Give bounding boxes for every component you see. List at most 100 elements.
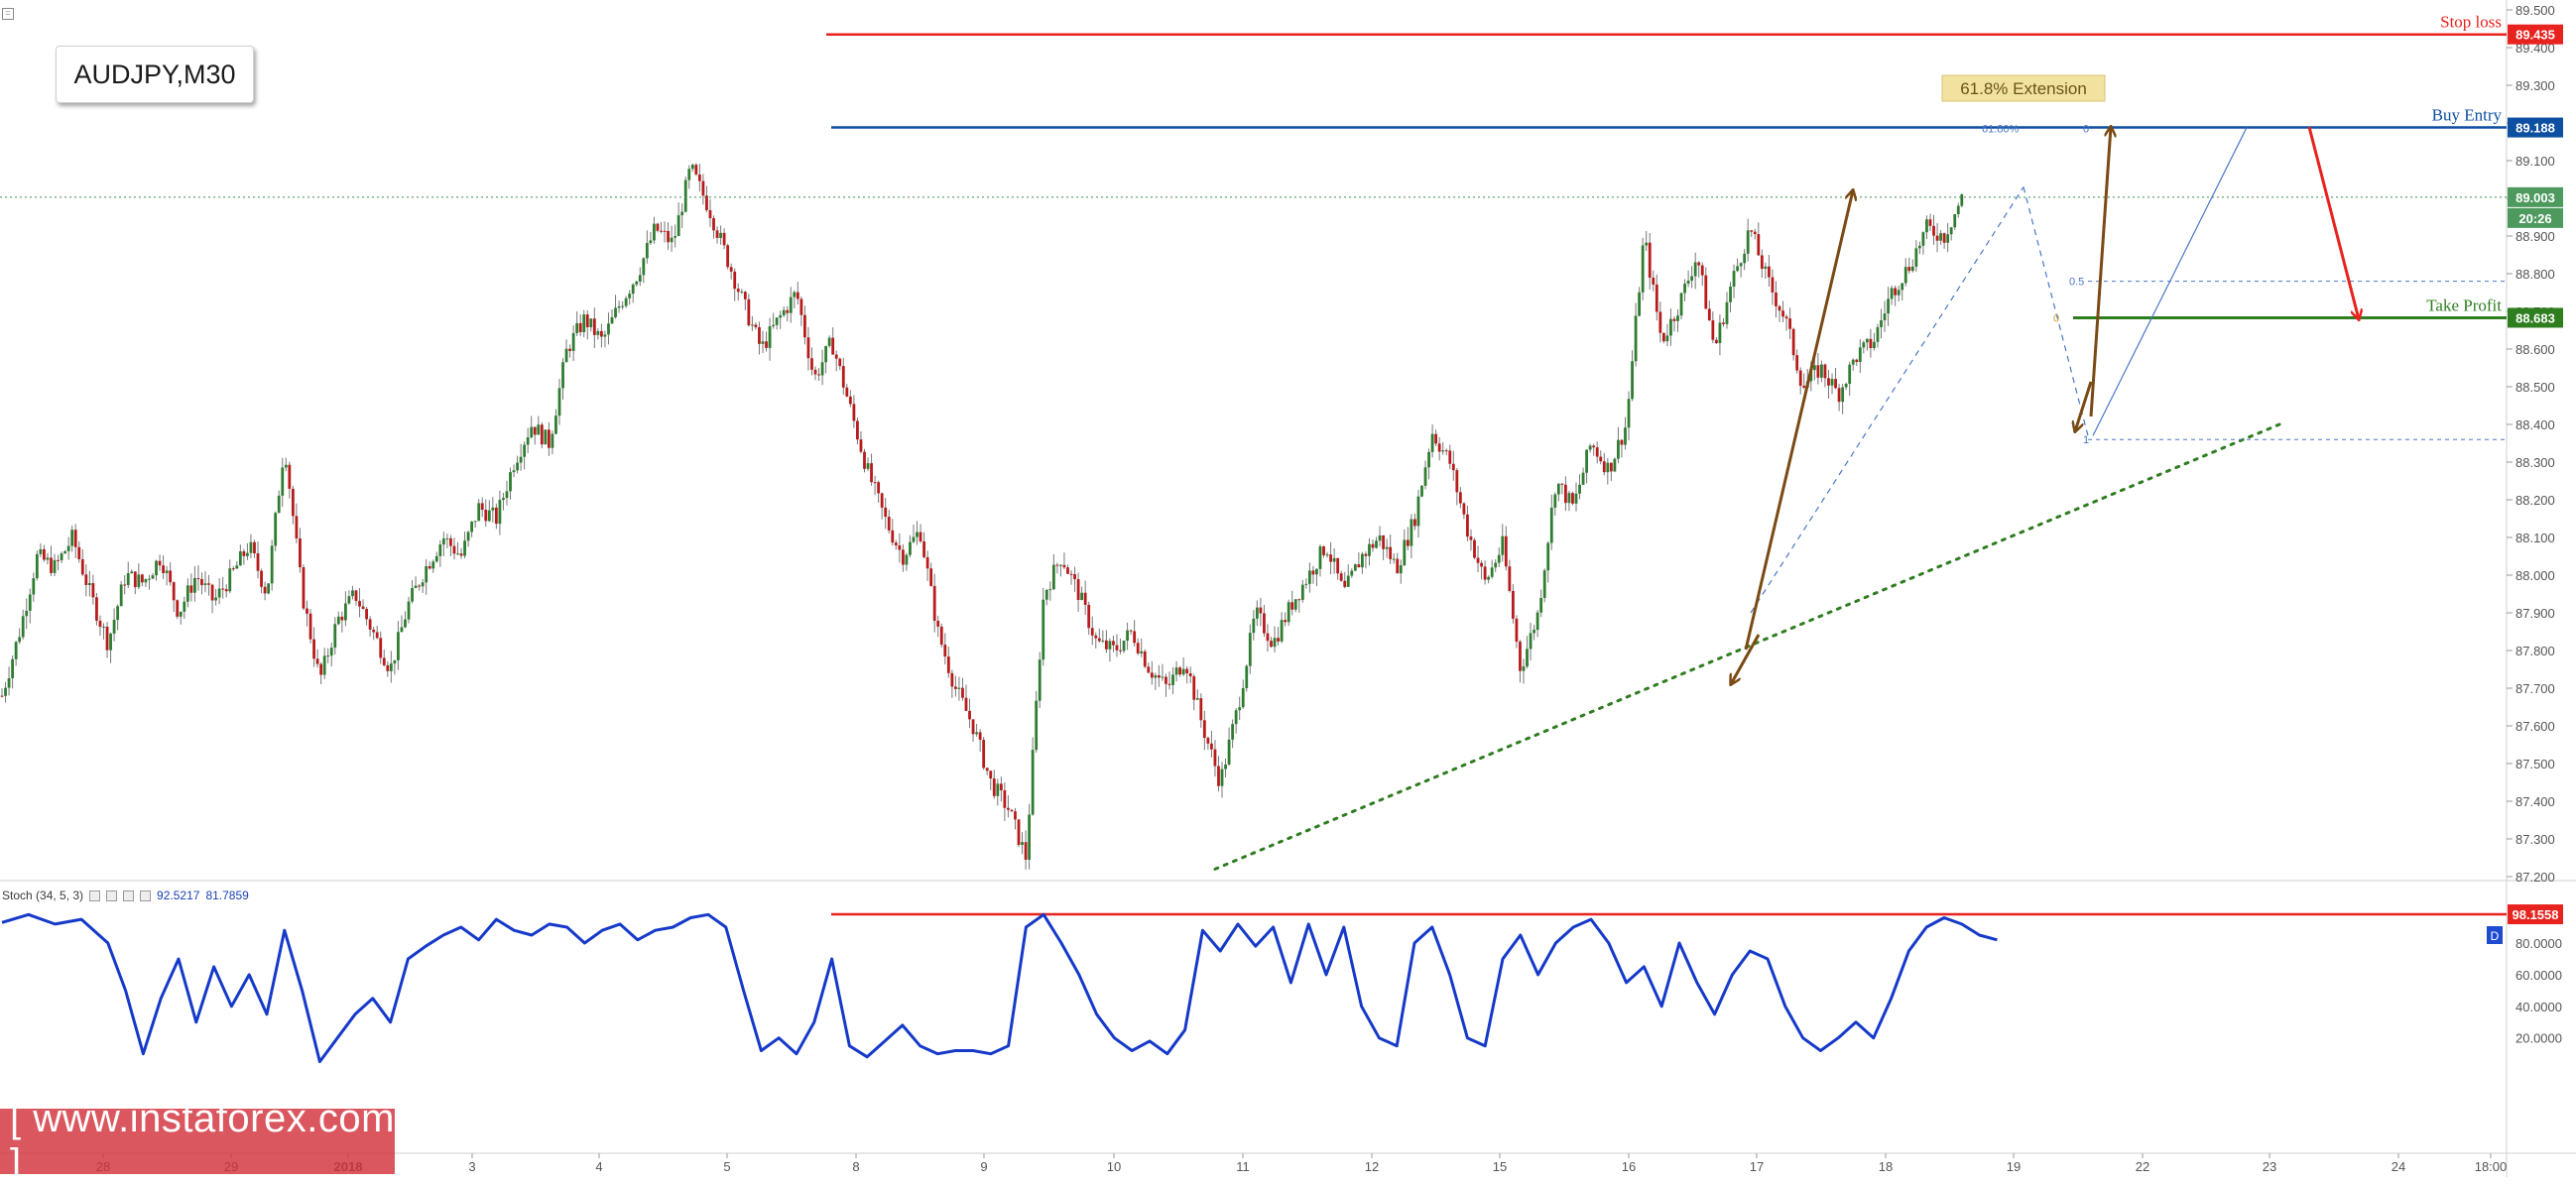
- impulse-arrow-down[interactable]: [1731, 634, 1761, 684]
- candle-body: [1416, 496, 1420, 527]
- candle-body: [950, 672, 954, 687]
- candle-body: [1129, 630, 1133, 632]
- time-tick-label: 23: [2263, 1159, 2276, 1174]
- candle-body: [1890, 288, 1894, 299]
- impulse-arrow-up[interactable]: [1744, 190, 1853, 651]
- target-arrow-down[interactable]: [2307, 126, 2359, 319]
- candle-body: [1609, 462, 1613, 472]
- candle-body: [484, 509, 488, 522]
- candle-body: [295, 516, 299, 538]
- candle-body: [1448, 450, 1452, 464]
- candle-body: [1353, 564, 1357, 571]
- candle-body: [1704, 275, 1708, 309]
- candle-body: [1154, 674, 1158, 678]
- candle-body: [1375, 540, 1378, 548]
- add-icon[interactable]: [123, 890, 135, 901]
- candle-body: [975, 732, 978, 735]
- candle-body: [1224, 764, 1227, 770]
- candle-body: [1167, 683, 1171, 685]
- candle-body: [1234, 710, 1238, 725]
- stoch-level-tag-label: 98.1558: [2513, 907, 2559, 922]
- take-profit-tag-label: 88.683: [2515, 310, 2555, 325]
- candle-body: [343, 603, 347, 621]
- candle-body: [389, 663, 393, 671]
- candle-body: [1910, 266, 1914, 272]
- candle-body: [340, 616, 344, 621]
- candle-body: [291, 488, 295, 517]
- time-tick-label: 15: [1493, 1159, 1507, 1174]
- candle-body: [1563, 484, 1567, 504]
- extension-arrow-up[interactable]: [2089, 127, 2111, 417]
- candle-body: [284, 464, 288, 468]
- candle-body: [1956, 205, 1960, 215]
- fib-label: 0: [2083, 124, 2089, 136]
- candle-body: [63, 550, 67, 554]
- candle-body: [733, 271, 737, 290]
- stoch-d-badge-label: D: [2491, 929, 2500, 943]
- candle-body: [1290, 602, 1294, 610]
- candle-body: [270, 545, 274, 584]
- candle-body: [1451, 463, 1455, 471]
- candle-body: [1768, 266, 1771, 278]
- price-tick-label: 88.600: [2515, 342, 2555, 357]
- time-tick-label: 8: [852, 1159, 859, 1174]
- candle-body: [1364, 553, 1368, 556]
- drawings-layer[interactable]: Stop loss Buy Entry Take Profit 61.80% 0 0.5 0…: [0, 13, 2507, 871]
- pane-menu-icon[interactable]: =: [2, 8, 14, 20]
- candle-body: [1297, 599, 1301, 601]
- stochastic-d-value: 81.7859: [205, 889, 249, 902]
- candle-body: [1273, 638, 1277, 648]
- close-icon[interactable]: [140, 890, 152, 901]
- stoch-d-badge[interactable]: [2487, 926, 2503, 944]
- candle-body: [105, 626, 109, 651]
- candle-body: [1392, 558, 1396, 560]
- candle-body: [571, 332, 575, 351]
- candle-body: [207, 583, 210, 585]
- candle-body: [1147, 666, 1151, 673]
- candle-body: [1284, 620, 1288, 623]
- correction-arrow-down[interactable]: [2075, 381, 2093, 431]
- candle-body: [130, 571, 134, 574]
- candle-body: [1942, 233, 1946, 243]
- candle-body: [1897, 290, 1901, 296]
- candle-body: [1270, 641, 1273, 648]
- hide-icon[interactable]: [106, 890, 118, 901]
- candle-body: [1816, 365, 1820, 378]
- candle-body: [329, 648, 333, 656]
- candle-body: [140, 574, 144, 583]
- candle-body: [1627, 399, 1631, 428]
- candle-body: [1266, 633, 1270, 642]
- candle-body: [119, 584, 123, 607]
- candle-body: [554, 415, 557, 434]
- candle-body: [53, 559, 57, 573]
- candle-body: [1287, 602, 1290, 623]
- candle-body: [43, 548, 46, 560]
- buy-entry-tag: [2508, 117, 2563, 138]
- candle-body: [1220, 769, 1224, 786]
- candle-body: [978, 732, 982, 741]
- candle-body: [1935, 235, 1939, 241]
- candle-body: [824, 345, 828, 363]
- candle-body: [1917, 245, 1921, 249]
- candle-body: [404, 619, 407, 628]
- candle-body: [1115, 645, 1119, 651]
- candle-body: [382, 657, 386, 665]
- candle-body: [397, 632, 400, 660]
- settings-icon[interactable]: [89, 890, 101, 901]
- candle-body: [375, 632, 379, 639]
- candle-body: [189, 585, 193, 593]
- take-profit-tag: [2508, 307, 2563, 328]
- candle-body: [540, 424, 544, 445]
- candle-body: [411, 588, 414, 602]
- price-tick-label: 89.400: [2515, 41, 2555, 56]
- candle-body: [1669, 318, 1672, 336]
- candle-body: [1277, 638, 1280, 642]
- candle-body: [1423, 467, 1427, 486]
- candle-body: [610, 316, 614, 324]
- candle-body: [1476, 557, 1480, 563]
- candle-body: [1462, 503, 1466, 515]
- candle-body: [434, 555, 438, 562]
- fib-label: 1: [2083, 434, 2089, 446]
- candle-body: [1914, 248, 1918, 267]
